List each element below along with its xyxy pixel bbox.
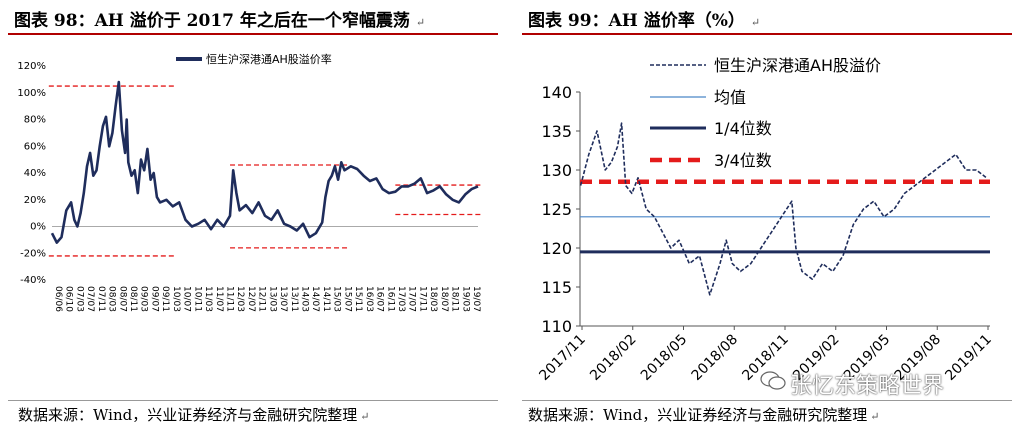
legend-label-q1: 1/4位数 <box>714 119 772 138</box>
x-tick-label: 2019/11 <box>942 332 994 384</box>
y-tick-label: 120 <box>541 239 572 258</box>
x-tick-label: 09/03 <box>139 286 149 312</box>
x-tick-label: 19/03 <box>460 286 470 312</box>
x-tick-label: 11/03 <box>203 286 213 312</box>
x-tick-label: 08/03 <box>107 286 117 312</box>
return-mark: ↵ <box>360 410 370 423</box>
x-tick-label: 06/06 <box>53 286 63 312</box>
y-tick-label: 20% <box>24 195 46 206</box>
y-tick-label: 0% <box>30 222 46 233</box>
y-tick-label: 130 <box>541 161 572 180</box>
x-tick-label: 19/07 <box>471 286 481 312</box>
title-rule-right <box>522 33 1012 35</box>
ah-premium-rate-chart: 1401351301251201151102017/112018/022018/… <box>536 56 994 384</box>
y-tick-label: 40% <box>24 168 46 179</box>
ah-premium-chart: 120% 100% 80% 60% 40% 20% 0% -20% -40% 06/06 06/10… <box>17 52 482 312</box>
x-tick-label: 17/07 <box>407 286 417 312</box>
x-tick-label: 2018/02 <box>587 332 639 384</box>
y-tick-label: 110 <box>541 317 572 336</box>
x-tick-label: 16/03 <box>364 286 374 312</box>
x-tick-label: 16/11 <box>385 286 395 312</box>
x-tick-label: 18/07 <box>439 286 449 312</box>
x-tick-label: 14/07 <box>310 286 320 312</box>
x-tick-label: 07/07 <box>85 286 95 312</box>
y-tick-label: 120% <box>17 61 46 72</box>
x-tick-label: 17/11 <box>417 286 427 312</box>
x-tick-label: 11/11 <box>224 286 234 312</box>
x-tick-label: 2018/05 <box>638 332 690 384</box>
y-tick-label: 140 <box>541 83 572 102</box>
x-tick-label: 12/03 <box>235 286 245 312</box>
x-tick-label: 2018/08 <box>689 332 741 384</box>
y-tick-label: 60% <box>24 141 46 152</box>
x-tick-label: 12/07 <box>246 286 256 312</box>
watermark: 张忆东策略世界 <box>790 374 945 399</box>
chart-98-title: 图表 98：AH 溢价于 2017 年之后在一个窄幅震荡 ↵ <box>14 11 426 31</box>
return-mark: ↵ <box>870 410 880 423</box>
x-tick-label: 10/11 <box>192 286 202 312</box>
x-tick-label: 07/11 <box>96 286 106 312</box>
ah-premium-series-line <box>579 122 987 296</box>
return-mark: ↵ <box>415 16 426 29</box>
x-tick-label: 09/07 <box>149 286 159 312</box>
wechat-icon <box>760 371 786 390</box>
x-tick-label: 06/10 <box>64 286 74 312</box>
x-tick-label: 16/07 <box>375 286 385 312</box>
y-tick-label: 125 <box>541 200 572 219</box>
x-tick-label: 10/07 <box>182 286 192 312</box>
title-rule-left <box>8 33 498 35</box>
source-note-right: 数据来源：Wind，兴业证券经济与金融研究院整理 ↵ <box>528 406 880 424</box>
source-rule-right <box>522 400 1012 401</box>
x-tick-label: 13/11 <box>289 286 299 312</box>
x-tick-label: 10/03 <box>171 286 181 312</box>
x-tick-label: 2017/11 <box>536 332 588 384</box>
x-tick-label: 14/03 <box>300 286 310 312</box>
return-mark: ↵ <box>750 16 761 29</box>
chart-99-title: 图表 99：AH 溢价率（%） ↵ <box>528 11 761 31</box>
y-tick-label: 100% <box>17 88 46 99</box>
x-tick-label: 13/03 <box>267 286 277 312</box>
y-tick-label: 80% <box>24 115 46 126</box>
legend-label: 恒生沪深港通AH股溢价率 <box>206 52 332 66</box>
x-tick-label: 12/11 <box>257 286 267 312</box>
y-tick-label: 135 <box>541 122 572 141</box>
x-tick-label: 15/07 <box>342 286 352 312</box>
y-tick-label: -40% <box>20 275 46 286</box>
legend-label-premium: 恒生沪深港通AH股溢价 <box>714 56 881 75</box>
x-tick-label: 18/11 <box>450 286 460 312</box>
x-tick-label: 07/03 <box>74 286 84 312</box>
x-tick-label: 17/03 <box>396 286 406 312</box>
legend-label-q3: 3/4位数 <box>714 151 772 170</box>
y-tick-label: 115 <box>541 278 572 297</box>
x-tick-label: 15/11 <box>353 286 363 312</box>
source-note-left: 数据来源：Wind，兴业证券经济与金融研究院整理 ↵ <box>18 406 370 424</box>
x-tick-label: 09/11 <box>160 286 170 312</box>
x-tick-label: 18/03 <box>428 286 438 312</box>
x-tick-label: 15/03 <box>332 286 342 312</box>
x-tick-label: 08/11 <box>128 286 138 312</box>
y-tick-label: -20% <box>20 248 46 259</box>
x-tick-label: 14/11 <box>321 286 331 312</box>
x-tick-label: 11/07 <box>214 286 224 312</box>
x-tick-label: 13/07 <box>278 286 288 312</box>
x-tick-label: 08/07 <box>117 286 127 312</box>
legend-label-mean: 均值 <box>714 88 746 107</box>
ah-premium-series-line <box>50 80 479 244</box>
source-rule-left <box>8 400 498 401</box>
